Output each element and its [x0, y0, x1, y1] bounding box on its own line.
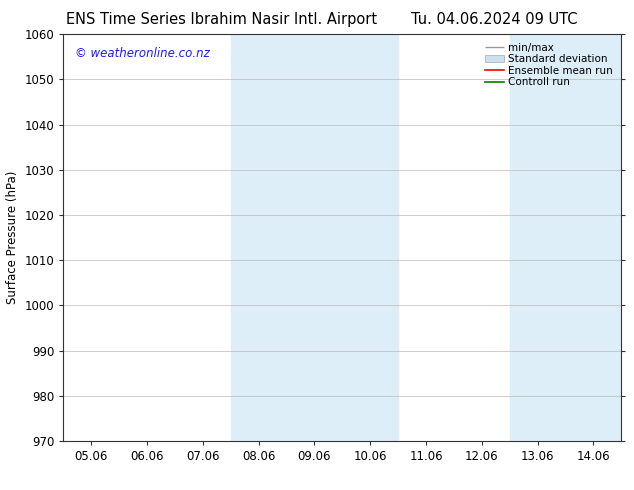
Text: Tu. 04.06.2024 09 UTC: Tu. 04.06.2024 09 UTC: [411, 12, 578, 27]
Bar: [231, 34, 398, 441]
Text: ENS Time Series Ibrahim Nasir Intl. Airport: ENS Time Series Ibrahim Nasir Intl. Airp…: [67, 12, 377, 27]
Legend: min/max, Standard deviation, Ensemble mean run, Controll run: min/max, Standard deviation, Ensemble me…: [482, 40, 616, 91]
Text: © weatheronline.co.nz: © weatheronline.co.nz: [75, 47, 209, 59]
Bar: [510, 34, 621, 441]
Y-axis label: Surface Pressure (hPa): Surface Pressure (hPa): [6, 171, 19, 304]
